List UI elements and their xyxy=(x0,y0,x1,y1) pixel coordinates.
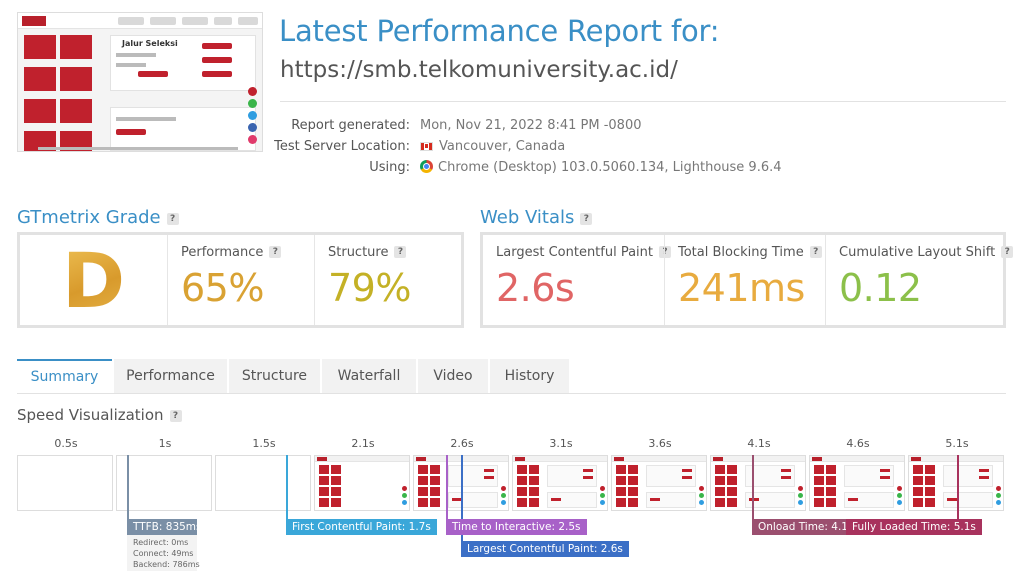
tbt-value: 241ms xyxy=(678,266,805,310)
cls-metric: Cumulative Layout Shift? 0.12 xyxy=(825,235,1014,325)
tab-waterfall[interactable]: Waterfall xyxy=(322,359,416,393)
onload-marker: Onload Time: 4.1s xyxy=(752,519,860,535)
tab-performance[interactable]: Performance xyxy=(114,359,227,393)
ttfb-line xyxy=(127,455,129,520)
filmstrip-frame[interactable] xyxy=(710,455,806,511)
thumb-nav xyxy=(118,17,144,25)
filmstrip-frame-blank[interactable] xyxy=(17,455,113,511)
thumb-nav xyxy=(214,17,232,25)
tabs-divider xyxy=(17,393,1006,394)
help-icon[interactable]: ? xyxy=(169,410,182,422)
thumb-headline: Jalur Seleksi xyxy=(122,39,178,48)
timeline-tick: 2.6s xyxy=(450,437,474,450)
filmstrip-frame-blank[interactable] xyxy=(116,455,212,511)
help-icon[interactable]: ? xyxy=(394,246,407,258)
tab-structure[interactable]: Structure xyxy=(229,359,320,393)
lcp-metric: Largest Contentful Paint? 2.6s xyxy=(483,235,672,325)
thumb-menu-tiles xyxy=(24,35,102,151)
filmstrip-frame[interactable] xyxy=(611,455,707,511)
chrome-icon xyxy=(420,160,433,173)
tab-video[interactable]: Video xyxy=(418,359,488,393)
tti-line xyxy=(446,455,448,520)
header-divider xyxy=(280,101,1006,102)
thumb-nav xyxy=(238,17,258,25)
web-vitals-box: Largest Contentful Paint? 2.6s Total Blo… xyxy=(480,232,1014,328)
timeline-tick: 1s xyxy=(158,437,172,450)
tbt-metric: Total Blocking Time? 241ms xyxy=(664,235,825,325)
help-icon[interactable]: ? xyxy=(659,246,672,258)
web-vitals-heading: Web Vitals? xyxy=(480,207,593,228)
help-icon[interactable]: ? xyxy=(580,213,593,225)
fully-loaded-line xyxy=(957,455,959,520)
thumb-nav xyxy=(182,17,208,25)
timeline-tick: 3.1s xyxy=(549,437,573,450)
thumb-logo xyxy=(22,16,46,26)
filmstrip-frame[interactable] xyxy=(908,455,1004,511)
help-icon[interactable]: ? xyxy=(1001,246,1014,258)
lcp-line xyxy=(461,455,463,542)
tab-history[interactable]: History xyxy=(490,359,569,393)
lcp-value: 2.6s xyxy=(496,266,575,310)
onload-line xyxy=(752,455,754,520)
meta-report-generated: Report generated: Mon, Nov 21, 2022 8:41… xyxy=(291,118,642,133)
thumb-side-icons xyxy=(248,87,258,147)
filmstrip-frame[interactable] xyxy=(512,455,608,511)
filmstrip-frame-blank[interactable] xyxy=(215,455,311,511)
meta-using: Using: Chrome (Desktop) 103.0.5060.134, … xyxy=(369,160,782,175)
ttfb-breakdown: Redirect: 0ms Connect: 49ms Backend: 786… xyxy=(127,535,200,571)
timeline-tick: 4.6s xyxy=(846,437,870,450)
grade-letter: D xyxy=(61,235,126,325)
timeline-tick: 2.1s xyxy=(351,437,375,450)
timeline-tick: 3.6s xyxy=(648,437,672,450)
gtmetrix-grade-heading: GTmetrix Grade? xyxy=(17,207,179,228)
timeline-tick: 0.5s xyxy=(54,437,78,450)
structure-metric: Structure? 79% xyxy=(314,235,461,325)
filmstrip-frame[interactable] xyxy=(809,455,905,511)
report-title: Latest Performance Report for: xyxy=(279,14,720,48)
meta-location: Test Server Location: Vancouver, Canada xyxy=(274,139,566,154)
tab-summary[interactable]: Summary xyxy=(17,359,112,393)
timeline-tick: 4.1s xyxy=(747,437,771,450)
structure-value: 79% xyxy=(328,266,411,310)
fully-loaded-marker: Fully Loaded Time: 5.1s xyxy=(846,519,982,535)
timeline-tick: 1.5s xyxy=(252,437,276,450)
help-icon[interactable]: ? xyxy=(269,246,282,258)
performance-metric: Performance? 65% xyxy=(168,235,314,325)
cls-value: 0.12 xyxy=(839,266,922,310)
report-url: https://smb.telkomuniversity.ac.id/ xyxy=(280,57,678,83)
lcp-marker: Largest Contentful Paint: 2.6s xyxy=(461,541,629,557)
grade-cell: D xyxy=(20,235,168,325)
filmstrip-frame[interactable] xyxy=(314,455,410,511)
timeline-tick: 5.1s xyxy=(945,437,969,450)
speed-visualization-heading: Speed Visualization? xyxy=(17,406,182,424)
tti-marker: Time to Interactive: 2.5s xyxy=(446,519,587,535)
help-icon[interactable]: ? xyxy=(809,246,822,258)
thumb-nav xyxy=(150,17,176,25)
canada-flag-icon xyxy=(420,142,433,151)
performance-value: 65% xyxy=(181,266,264,310)
gtmetrix-grade-box: D Performance? 65% Structure? 79% xyxy=(17,232,464,328)
fcp-marker: First Contentful Paint: 1.7s xyxy=(286,519,437,535)
help-icon[interactable]: ? xyxy=(166,213,179,225)
fcp-line xyxy=(286,455,288,520)
page-screenshot-thumbnail[interactable]: Jalur Seleksi xyxy=(17,12,263,152)
ttfb-marker: TTFB: 835ms xyxy=(127,519,202,535)
